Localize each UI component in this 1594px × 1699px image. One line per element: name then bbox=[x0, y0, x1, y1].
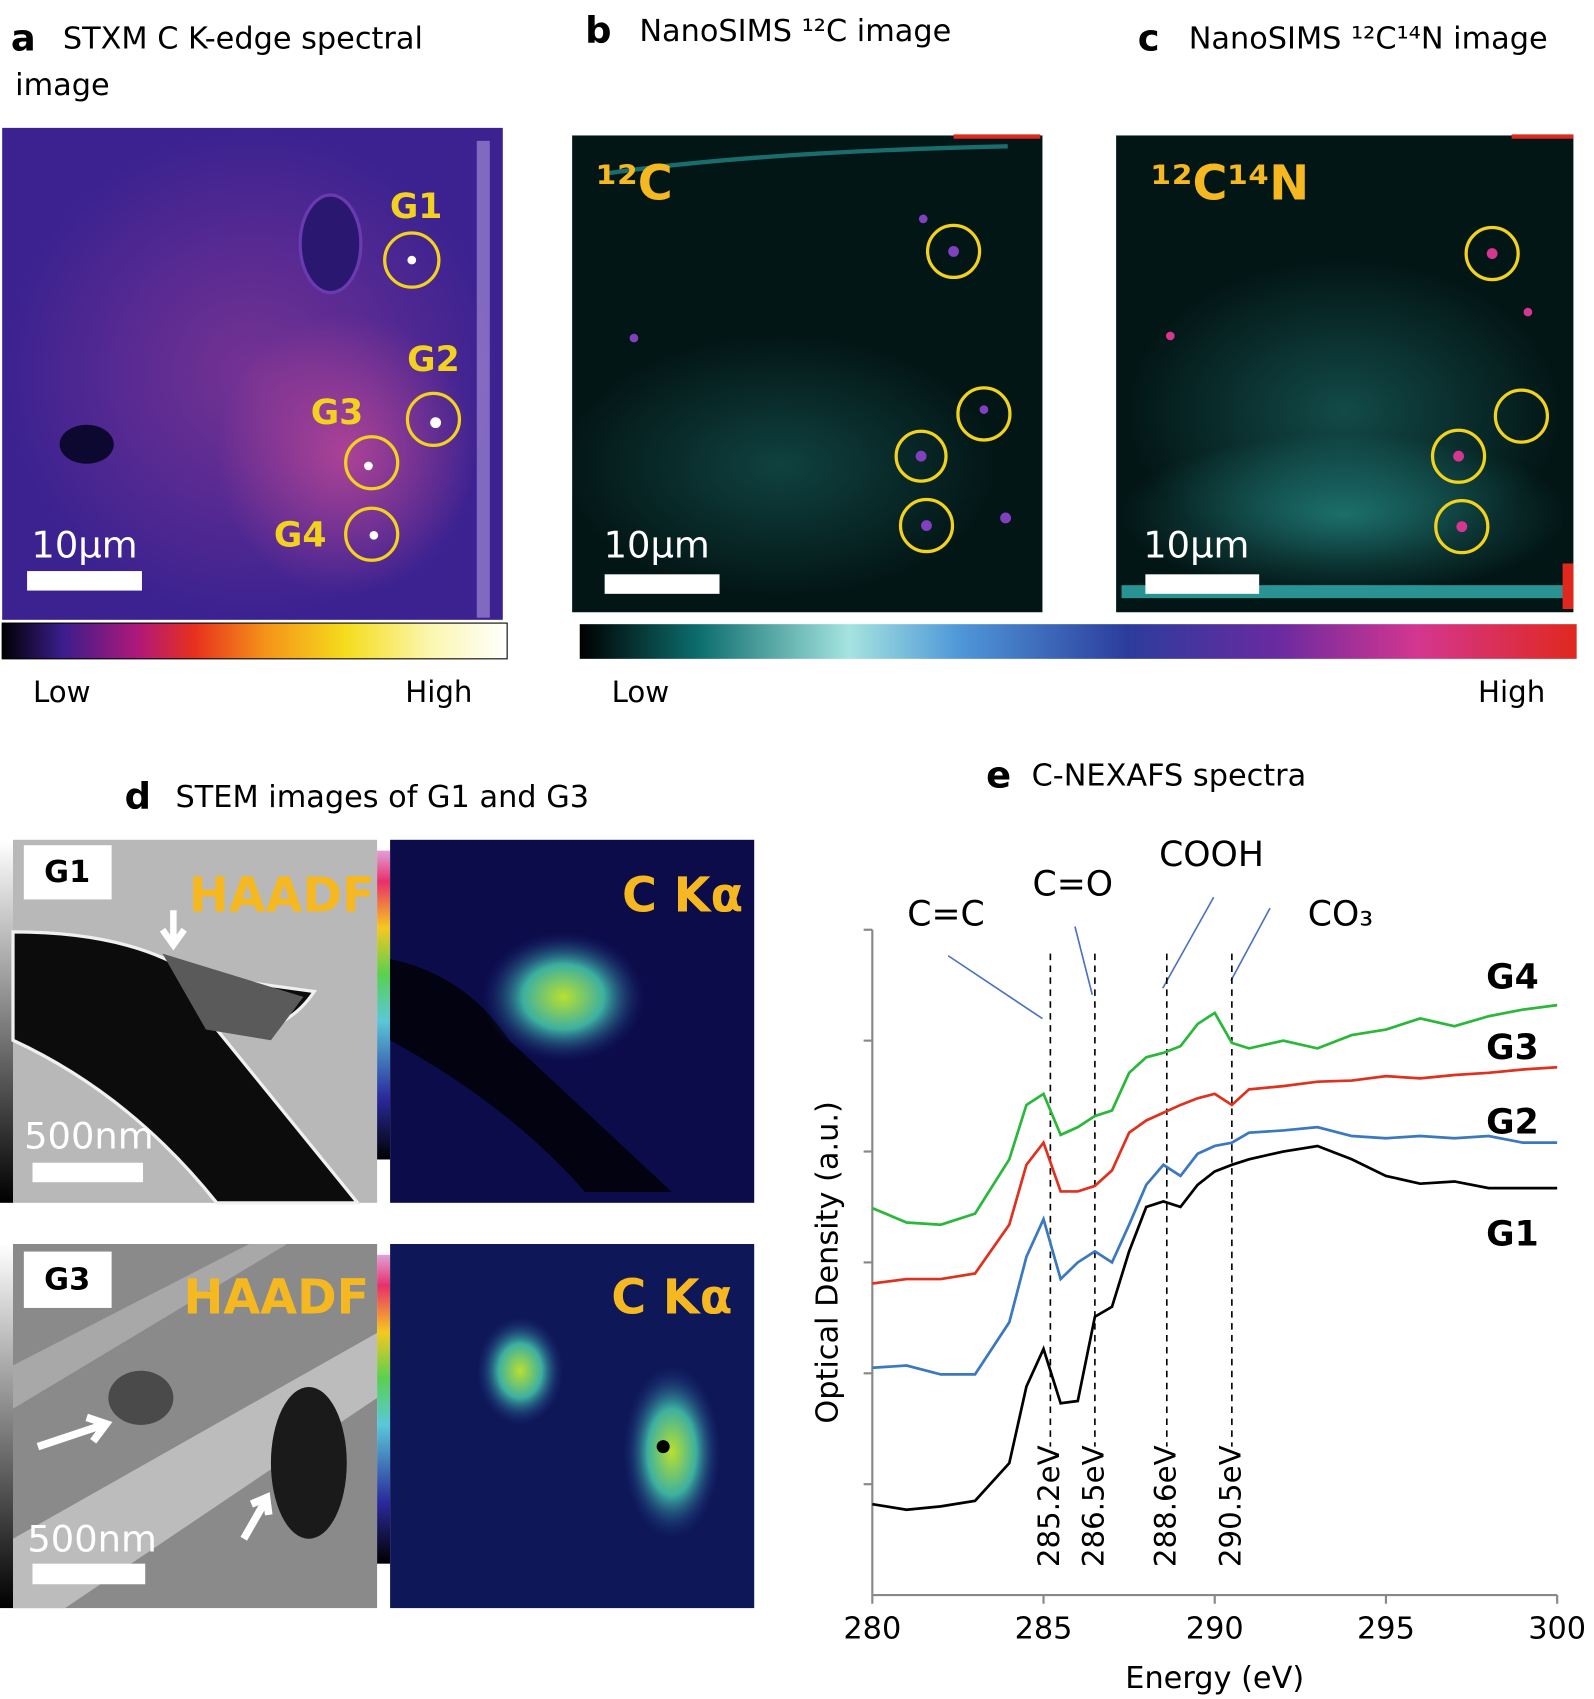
nanosims-12c-image bbox=[563, 134, 1043, 613]
colorbar-high: High bbox=[405, 675, 472, 709]
colorbar-high: High bbox=[1478, 675, 1545, 709]
grain-label: G1 bbox=[390, 187, 443, 227]
annotation: C=O bbox=[1033, 864, 1114, 904]
grain-label: G2 bbox=[407, 340, 460, 380]
x-tick-label: 295 bbox=[1357, 1611, 1415, 1646]
annotation-leaders bbox=[947, 896, 1271, 1020]
grain-label: G3 bbox=[311, 393, 364, 433]
grain-label: G3 bbox=[44, 1262, 90, 1297]
series-line bbox=[872, 1125, 1558, 1376]
colorbar-low: Low bbox=[33, 675, 91, 709]
stem-images bbox=[0, 839, 755, 1609]
scale-bar-label: 500nm bbox=[27, 1517, 157, 1560]
panel-title: NanoSIMS ¹²C¹⁴N image bbox=[1189, 22, 1548, 57]
panel-title: image bbox=[15, 68, 109, 103]
stem-label: C Kα bbox=[611, 1270, 732, 1325]
panel-letter: e bbox=[986, 753, 1011, 796]
series-line bbox=[871, 1003, 1558, 1227]
x-tick-label: 285 bbox=[1015, 1611, 1073, 1646]
annotation: CO₃ bbox=[1308, 895, 1373, 935]
peak-label: 290.5eV bbox=[1213, 1445, 1247, 1567]
peak-label: 286.5eV bbox=[1076, 1445, 1110, 1567]
scale-bar-label: 10µm bbox=[31, 524, 137, 567]
panel-letter: b bbox=[585, 9, 611, 52]
colorbar-bc bbox=[579, 624, 1577, 659]
stem-label: HAADF bbox=[189, 868, 375, 923]
series-label: G2 bbox=[1486, 1103, 1539, 1143]
series-line bbox=[872, 1144, 1558, 1512]
stxm-image bbox=[2, 127, 503, 620]
panel-letter: c bbox=[1138, 17, 1160, 60]
series-label: G3 bbox=[1486, 1028, 1539, 1068]
series-label: G4 bbox=[1486, 958, 1539, 998]
grain-label: G4 bbox=[274, 515, 327, 555]
grain-label: G1 bbox=[44, 855, 90, 890]
x-tick-label: 290 bbox=[1186, 1611, 1244, 1646]
panel-title: NanoSIMS ¹²C image bbox=[639, 14, 951, 49]
panel-title: STXM C K-edge spectral bbox=[63, 22, 423, 57]
scale-bar-label: 10µm bbox=[1143, 524, 1249, 567]
peak-label: 288.6eV bbox=[1148, 1445, 1182, 1567]
nanosims-12c14n-image bbox=[1116, 134, 1574, 613]
x-tick-label: 280 bbox=[843, 1611, 901, 1646]
series-label: G1 bbox=[1486, 1214, 1539, 1254]
colorbar-a bbox=[1, 622, 508, 660]
panel-title: STEM images of G1 and G3 bbox=[176, 780, 589, 815]
panel-letter: d bbox=[125, 775, 151, 818]
x-tick-label: 300 bbox=[1528, 1611, 1586, 1646]
panel-letter: a bbox=[11, 17, 36, 60]
y-axis-label: Optical Density (a.u.) bbox=[810, 1101, 845, 1423]
annotation: COOH bbox=[1159, 835, 1264, 875]
stem-label: HAADF bbox=[183, 1270, 369, 1325]
scale-bar-label: 10µm bbox=[604, 524, 710, 567]
ion-label: ¹²C bbox=[596, 156, 673, 211]
colorbar-low: Low bbox=[612, 675, 670, 709]
x-axis-label: Energy (eV) bbox=[1125, 1661, 1304, 1696]
annotation: C=C bbox=[907, 895, 984, 935]
peak-label: 285.2eV bbox=[1032, 1445, 1066, 1567]
ion-label: ¹²C¹⁴N bbox=[1151, 156, 1309, 211]
scale-bar-label: 500nm bbox=[24, 1114, 154, 1157]
stem-label: C Kα bbox=[622, 868, 743, 923]
series-line bbox=[872, 1065, 1558, 1285]
chart-title: C-NEXAFS spectra bbox=[1032, 758, 1307, 793]
